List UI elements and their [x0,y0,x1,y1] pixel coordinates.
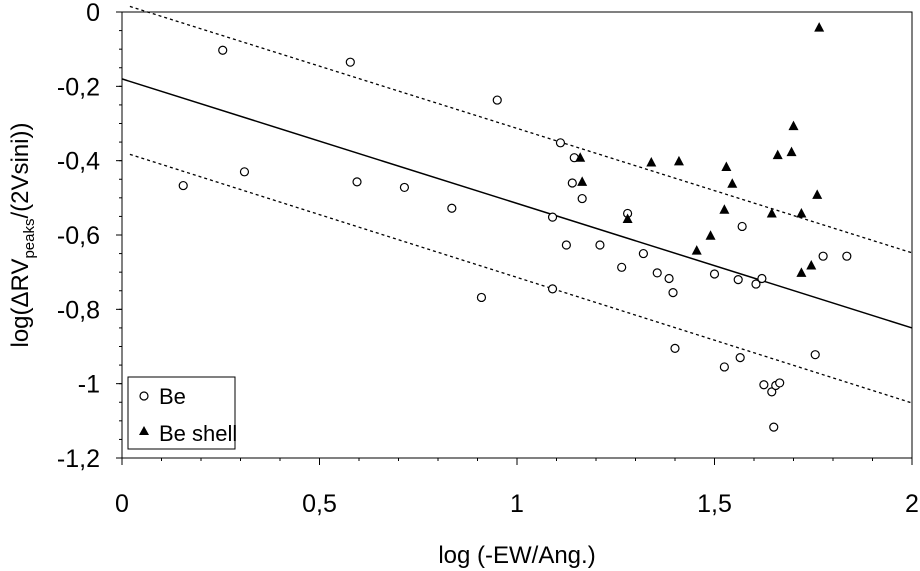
dotted-bound-line [129,153,913,404]
x-axis-title: log (-EW/Ang.) [438,542,595,569]
be-point [352,177,362,187]
be-shell-point [646,157,657,167]
y-axis-title: log(ΔRVpeaks/(2Vsini)) [7,122,38,347]
be-point [492,95,502,105]
be-point [345,57,355,67]
be-point [842,251,852,261]
be-point [751,279,761,289]
be-point [218,45,228,55]
be-shell-point [721,161,732,171]
be-point [719,362,729,372]
y-tick-label: -0,2 [57,73,100,101]
legend-box [127,376,236,450]
be-point [757,273,767,284]
fit-lines [121,5,913,404]
be-shell-point [705,230,716,240]
be-point [638,248,649,259]
be-point [561,240,571,250]
x-tick-label: 1 [510,490,524,518]
be-shell-point [806,259,817,270]
dotted-bound-line [129,5,913,254]
be-point [810,350,820,360]
be-shell-point [788,120,799,131]
y-axis-title-prefix: log( [7,307,34,347]
y-tick-label: -0,4 [57,148,100,176]
x-tick-label: 0,5 [302,490,337,518]
be-point [769,422,779,432]
be-point [239,167,250,177]
be-point [818,251,828,261]
be-point [577,193,587,204]
be-point [567,178,577,188]
y-tick-label: -1 [78,371,100,399]
x-tick-label: 1,5 [697,490,732,518]
be-point [733,275,743,285]
be-shell-point [691,245,702,255]
y-axis-title-main: RV [7,259,34,292]
be-shell-point [766,207,777,218]
be-point [399,182,410,193]
y-axis-title-delta: Δ [7,291,34,307]
legend-be-shell-marker [139,426,149,435]
be-point [547,284,558,294]
y-tick-label: -0,6 [57,222,100,250]
be-point [178,180,188,191]
be-point [709,269,720,279]
be-shell-point [796,267,807,277]
be-shell-point [786,146,797,157]
be-shell-point [622,213,633,224]
y-axis-title-suffix: /(2Vsini)) [7,122,34,218]
legend-be-shell-label: Be shell [159,421,237,446]
be-shell-point [796,207,807,218]
be-point [737,221,747,232]
be-point [476,292,487,303]
be-shell-point [673,155,684,166]
be-point [759,380,769,390]
be-shell-point [575,152,586,162]
legend: Be Be shell [127,376,237,450]
be-point [735,353,745,363]
be-point [775,378,785,388]
axes: 0 -0,2 -0,4 -0,6 -0,8 -1 -1,2 0 0,5 1 1,5 2 [57,0,919,518]
be-point [547,212,558,222]
be-point [668,288,678,298]
be-point [617,262,627,272]
be-shell-point [727,178,738,188]
be-shell-point [772,149,783,160]
y-axis-title-subscript: peaks [21,219,38,259]
be-point [670,343,680,353]
be-point [447,203,457,213]
legend-be-marker [139,391,149,401]
legend-be-label: Be [159,384,186,409]
be-point [664,273,674,284]
x-tick-label: 0 [115,490,129,518]
be-shell-point [814,22,825,32]
be-point [555,138,566,148]
be-shell-point [577,176,588,186]
be-shell-point [812,189,823,199]
regression-line [121,78,913,329]
y-tick-label: -0,8 [57,296,100,324]
be-point [595,240,605,250]
plot-area [121,11,913,459]
x-tick-label: 2 [905,490,919,518]
be-shell-point [719,204,730,214]
be-point [652,268,662,278]
y-tick-label: 0 [86,0,100,27]
data-points [178,22,852,432]
y-tick-label: -1,2 [57,445,100,473]
